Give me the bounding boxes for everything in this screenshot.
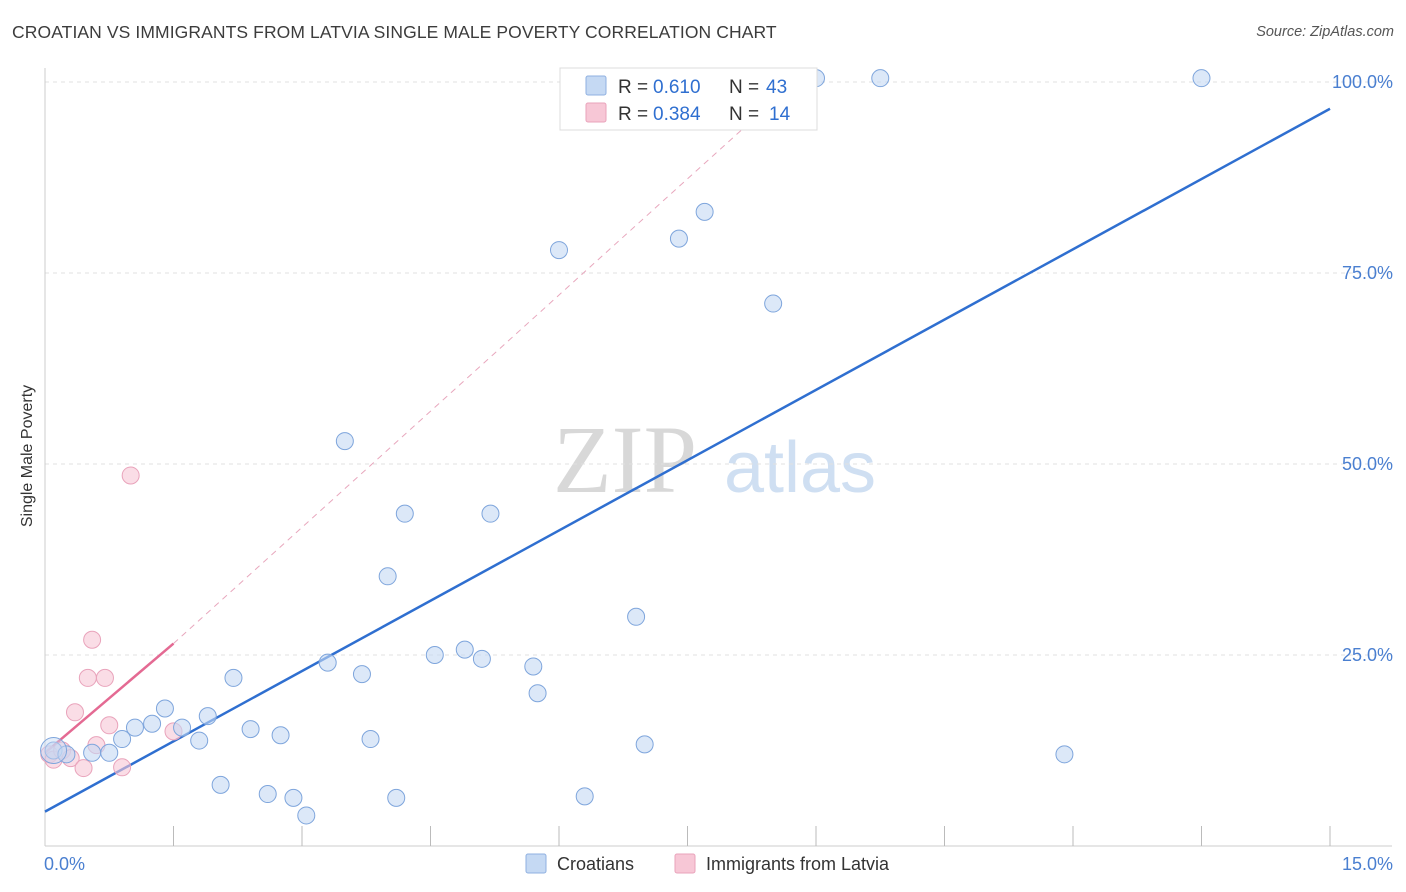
point-croatians (284, 788, 303, 807)
point-latvia (65, 703, 84, 722)
point-croatians (524, 657, 543, 676)
stats-n-label-2: N = (729, 104, 759, 125)
x-tick-label: 0.0% (44, 854, 85, 874)
watermark-atlas: atlas (724, 428, 876, 508)
stats-n-value-2: 14 (769, 104, 791, 125)
point-croatians (143, 714, 162, 733)
point-croatians (528, 684, 547, 703)
point-croatians (241, 720, 260, 739)
point-latvia (121, 466, 140, 485)
point-croatians (318, 653, 337, 672)
grid-lines (45, 81, 1392, 656)
stats-legend: R = 0.610 N = 43 R = 0.384 N = 14 (559, 67, 818, 131)
point-latvia (95, 668, 114, 687)
point-croatians (335, 432, 354, 451)
point-croatians (627, 607, 646, 626)
stats-legend-swatch-pink (585, 102, 607, 123)
point-croatians (100, 743, 119, 762)
series-legend: Croatians Immigrants from Latvia (525, 853, 890, 874)
point-croatians (190, 731, 209, 750)
point-croatians (575, 787, 594, 806)
stats-r-label-1: R = (618, 77, 648, 98)
point-croatians (361, 730, 380, 749)
point-croatians (224, 668, 243, 687)
legend-swatch-croatians (525, 853, 547, 874)
data-points (40, 69, 1211, 825)
point-croatians (425, 646, 444, 664)
point-croatians (764, 294, 783, 313)
legend-label-croatians: Croatians (557, 854, 634, 874)
point-croatians (395, 504, 414, 523)
trend-line-croatians (44, 107, 1331, 813)
point-croatians (198, 707, 217, 726)
trend-lines (44, 77, 1331, 813)
point-croatians (472, 649, 491, 668)
point-croatians (550, 241, 568, 260)
point-latvia (83, 630, 102, 649)
point-croatians (387, 788, 406, 807)
point-croatians (669, 229, 688, 248)
point-croatians (1192, 69, 1211, 88)
point-latvia (113, 758, 132, 777)
point-croatians (155, 699, 174, 718)
axes (44, 68, 1392, 847)
point-croatians (297, 806, 316, 825)
point-croatians-cluster (40, 737, 68, 764)
legend-swatch-latvia (674, 853, 696, 874)
tick-labels: 25.0% 50.0% 75.0% 100.0% 0.0% 15.0% (44, 72, 1393, 874)
point-croatians (211, 775, 230, 794)
stats-r-value-2: 0.384 (653, 104, 701, 125)
y-tick-label: 100.0% (1332, 72, 1393, 92)
x-tick-label: 15.0% (1342, 854, 1393, 874)
trend-line-latvia-extension (173, 77, 800, 644)
point-croatians (352, 665, 371, 684)
stats-n-value-1: 43 (766, 77, 787, 98)
point-croatians (635, 735, 654, 754)
y-tick-label: 75.0% (1342, 263, 1393, 283)
point-croatians (1055, 745, 1074, 764)
point-croatians (871, 69, 890, 88)
y-tick-label: 50.0% (1342, 454, 1393, 474)
point-croatians (271, 726, 290, 745)
point-latvia (100, 716, 119, 735)
point-croatians (173, 718, 192, 737)
point-croatians (258, 785, 277, 804)
trend-line-latvia (44, 642, 175, 754)
point-croatians (83, 743, 102, 762)
stats-legend-swatch-blue (585, 75, 607, 96)
stats-r-label-2: R = (618, 104, 648, 125)
source-label: Source: ZipAtlas.com (1256, 24, 1394, 40)
chart-title: CROATIAN VS IMMIGRANTS FROM LATVIA SINGL… (12, 22, 777, 42)
watermark-zip: ZIP (553, 406, 697, 513)
point-croatians (378, 567, 397, 586)
y-tick-label: 25.0% (1342, 645, 1393, 665)
stats-n-label-1: N = (729, 77, 759, 98)
point-croatians (695, 202, 714, 221)
stats-r-value-1: 0.610 (653, 77, 701, 98)
point-croatians (481, 504, 500, 523)
point-latvia (74, 759, 93, 778)
point-latvia (78, 668, 97, 687)
point-croatians (455, 640, 474, 659)
point-croatians (113, 730, 132, 749)
legend-label-latvia: Immigrants from Latvia (706, 854, 890, 874)
point-croatians (125, 718, 144, 737)
